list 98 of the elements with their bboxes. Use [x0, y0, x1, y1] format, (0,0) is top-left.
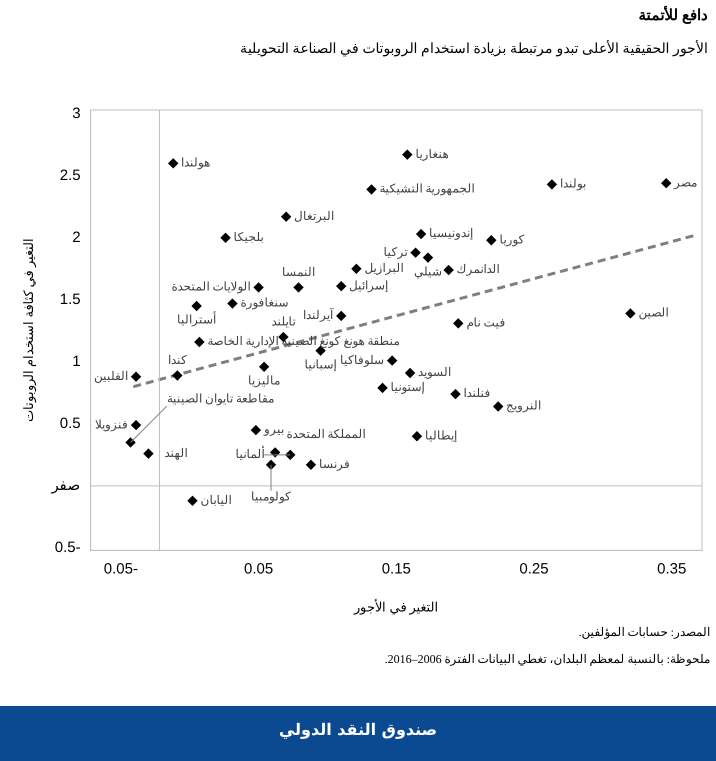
point	[410, 248, 421, 258]
x-tick-label: 0.35	[657, 560, 686, 578]
point	[366, 184, 377, 194]
point	[625, 308, 636, 318]
point	[486, 235, 496, 246]
data-label: كولومبيا	[250, 489, 291, 504]
point	[351, 264, 362, 274]
x-tick-label: 0.05	[244, 560, 274, 578]
x-tick-label: 0.05-	[104, 560, 138, 578]
point	[143, 448, 154, 459]
point	[250, 425, 261, 436]
point	[405, 368, 416, 378]
y-tick-label: صفر	[50, 477, 81, 494]
data-label: بيرو	[262, 422, 284, 436]
data-label: ماليزيا	[248, 373, 280, 388]
point	[444, 265, 454, 276]
data-label: بلجيكا	[234, 230, 264, 244]
text: ملحوظة: بالنسبة لمعظم البلدان، تغطي البيانات الفترة 2006–2016.	[384, 652, 710, 667]
point	[168, 158, 178, 168]
data-label: إندونيسيا	[429, 226, 474, 242]
data-label: النرويج	[506, 398, 542, 413]
text: المصدر: حسابات المؤلفين.	[578, 625, 710, 640]
point	[450, 389, 461, 400]
point	[259, 362, 270, 372]
data-label: الصين	[638, 306, 668, 320]
data-label: فرنسا	[318, 456, 350, 471]
point	[172, 370, 182, 380]
data-label: الولايات المتحدة	[172, 280, 251, 294]
point	[378, 382, 388, 393]
point	[453, 318, 464, 328]
data-label: اليابان	[200, 492, 232, 507]
data-label: هنغاريا	[415, 146, 448, 161]
point	[126, 437, 136, 448]
data-label: إسبانيا	[304, 357, 337, 372]
chart-subtitle: الأجور الحقيقية الأعلى تبدو مرتبطة بزيادة استخدام الروبوتات في الصناعة التحويلية	[240, 40, 708, 58]
data-label: الدانمرك	[456, 262, 500, 276]
data-label: إيطاليا	[424, 428, 457, 444]
point	[192, 301, 202, 312]
data-label: الجمهورية التشيكية	[380, 182, 475, 196]
data-label: هولندا	[181, 156, 210, 170]
data-label: فنزويلا	[95, 417, 128, 432]
point	[402, 150, 412, 160]
point	[294, 282, 304, 292]
point	[422, 252, 433, 263]
point	[220, 232, 231, 243]
y-tick-label: 1.5	[60, 290, 81, 308]
y-tick-label: 2	[72, 228, 81, 246]
point	[493, 401, 504, 412]
data-label: المملكة المتحدة	[286, 426, 366, 441]
y-tick-label: 2.5	[60, 166, 81, 184]
y-axis-title: التغير في كثافة استخدام الروبوتات	[21, 238, 38, 422]
data-label: آيرلندا	[303, 307, 334, 322]
y-tick-label: 3	[72, 104, 81, 122]
point	[254, 282, 264, 292]
point	[188, 496, 198, 506]
point	[412, 431, 422, 442]
data-label: السويد	[418, 365, 452, 380]
point	[306, 460, 316, 470]
data-label: إستونيا	[390, 380, 425, 396]
point	[336, 281, 346, 292]
point	[546, 179, 557, 190]
data-label: شيلي	[414, 264, 442, 278]
data-label: بولندا	[560, 176, 586, 191]
data-label: البرازيل	[364, 260, 404, 275]
data-label: أستراليا	[177, 312, 216, 327]
data-label: كوريا	[499, 232, 524, 246]
data-label: النمسا	[282, 265, 316, 280]
point	[131, 420, 142, 430]
point	[416, 229, 426, 240]
point	[281, 212, 292, 222]
data-label: ألمانيا	[235, 446, 264, 462]
data-label: الفلبين	[94, 368, 128, 383]
data-label: فيت نام	[466, 316, 506, 330]
data-label: تركيا	[384, 244, 408, 259]
x-tick-label: 0.15	[382, 560, 411, 578]
y-tick-label: 0.5	[60, 415, 81, 432]
data-label: إسرائيل	[349, 278, 388, 294]
point	[227, 298, 238, 309]
text: صندوق النقد الدولي	[278, 720, 438, 739]
data-label: فنلندا	[464, 386, 491, 400]
chart-title: دافع للأتمتة	[638, 6, 708, 25]
point	[661, 178, 672, 188]
x-tick-label: 0.25	[519, 560, 549, 578]
data-label: سنغافورة	[240, 296, 288, 310]
x-axis-title: التغير في الأجور	[353, 598, 439, 616]
point	[336, 310, 346, 321]
y-tick-label: 1	[72, 352, 81, 370]
point	[194, 336, 204, 347]
point	[387, 356, 398, 366]
data-label: البرتغال	[294, 208, 334, 223]
y-tick-label: 0.5-	[54, 539, 81, 556]
data-label: مصر	[673, 175, 698, 190]
data-label: كندا	[168, 353, 187, 368]
point	[131, 372, 142, 382]
data-label: سلوفاكيا	[340, 352, 384, 367]
data-label: تايلند	[271, 314, 296, 329]
data-label: مقاطعة تايوان الصينية	[166, 392, 274, 406]
data-label: الهند	[164, 446, 188, 460]
